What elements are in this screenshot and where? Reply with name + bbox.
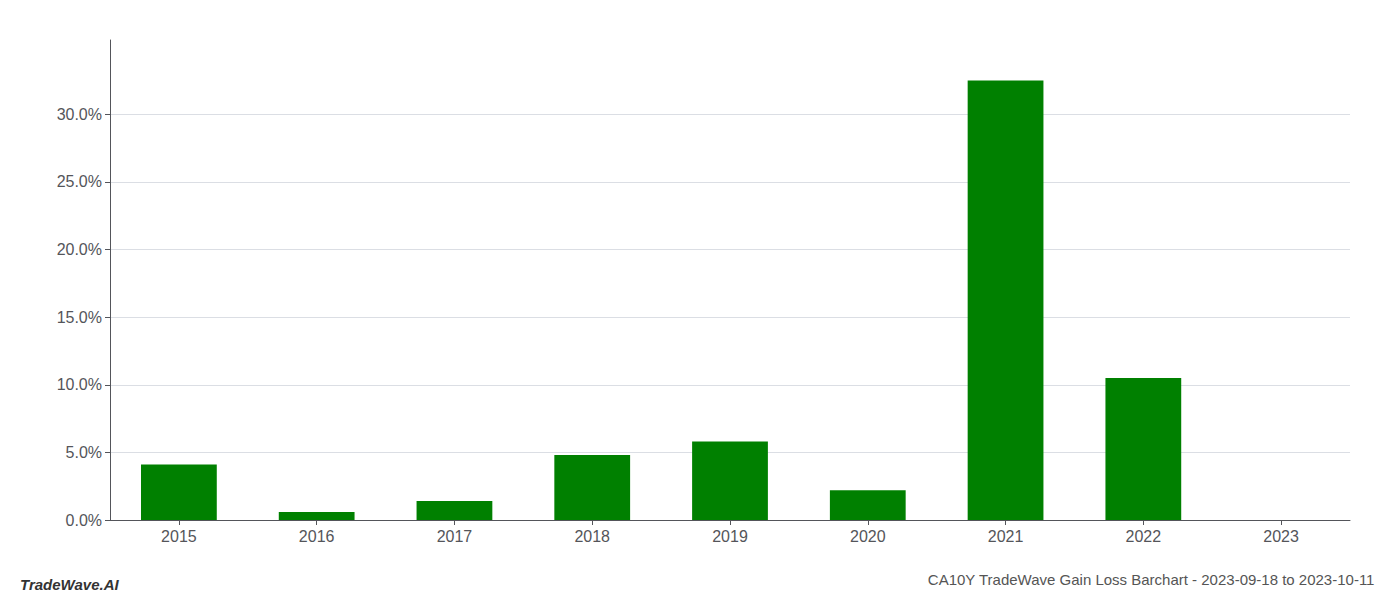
- svg-text:CA10Y TradeWave Gain Loss Barc: CA10Y TradeWave Gain Loss Barchart - 202…: [928, 571, 1375, 588]
- svg-text:2015: 2015: [161, 528, 197, 545]
- svg-text:20.0%: 20.0%: [57, 241, 102, 258]
- svg-text:2018: 2018: [574, 528, 610, 545]
- svg-text:2016: 2016: [299, 528, 335, 545]
- svg-text:2023: 2023: [1263, 528, 1299, 545]
- svg-text:2017: 2017: [437, 528, 473, 545]
- svg-text:10.0%: 10.0%: [57, 376, 102, 393]
- svg-text:5.0%: 5.0%: [66, 444, 102, 461]
- svg-text:2020: 2020: [850, 528, 886, 545]
- svg-text:2019: 2019: [712, 528, 748, 545]
- svg-text:15.0%: 15.0%: [57, 309, 102, 326]
- svg-text:2021: 2021: [988, 528, 1024, 545]
- svg-text:2022: 2022: [1126, 528, 1162, 545]
- svg-text:30.0%: 30.0%: [57, 106, 102, 123]
- svg-text:25.0%: 25.0%: [57, 173, 102, 190]
- svg-text:TradeWave.AI: TradeWave.AI: [20, 576, 119, 593]
- svg-text:0.0%: 0.0%: [66, 512, 102, 529]
